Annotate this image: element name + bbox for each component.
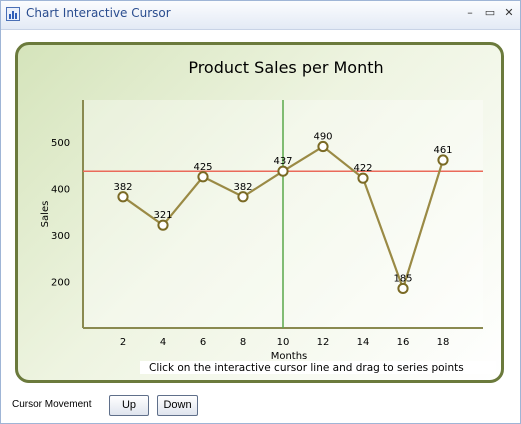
y-tick-label: 200 bbox=[51, 277, 70, 288]
data-label: 437 bbox=[273, 156, 292, 167]
data-point[interactable] bbox=[197, 171, 209, 183]
x-tick-label: 18 bbox=[437, 337, 450, 348]
hint-background bbox=[140, 361, 496, 374]
data-label: 490 bbox=[313, 132, 332, 143]
data-label: 382 bbox=[113, 182, 132, 193]
maximize-button[interactable]: ▭ bbox=[484, 6, 496, 19]
x-tick-label: 4 bbox=[160, 337, 166, 348]
x-tick-label: 6 bbox=[200, 337, 206, 348]
data-point[interactable] bbox=[157, 219, 169, 231]
x-tick-label: 2 bbox=[120, 337, 126, 348]
data-label: 461 bbox=[433, 145, 452, 156]
x-tick-label: 12 bbox=[317, 337, 330, 348]
x-axis-label: Months bbox=[271, 351, 308, 362]
data-point[interactable] bbox=[277, 165, 289, 177]
data-label: 425 bbox=[193, 162, 212, 173]
y-axis-label: Sales bbox=[40, 201, 51, 228]
sales-chart[interactable]: Product Sales per Month 200 300 400 500 2 4 6 8 1… bbox=[18, 45, 501, 380]
data-label: 185 bbox=[393, 273, 412, 284]
y-tick-label: 500 bbox=[51, 138, 70, 149]
data-point[interactable] bbox=[117, 191, 129, 203]
title-bar[interactable]: Chart Interactive Cursor – ▭ ✕ bbox=[1, 1, 520, 30]
x-tick-label: 8 bbox=[240, 337, 246, 348]
y-tick-label: 400 bbox=[51, 184, 70, 195]
cursor-down-button[interactable]: Down bbox=[157, 395, 198, 416]
x-tick-label: 14 bbox=[357, 337, 370, 348]
data-point[interactable] bbox=[397, 282, 409, 295]
data-label: 422 bbox=[353, 163, 372, 174]
cursor-movement-toolbar: Cursor Movement Up Down bbox=[1, 393, 521, 421]
data-point[interactable] bbox=[317, 140, 329, 153]
x-tick-label: 10 bbox=[277, 337, 290, 348]
cursor-hint-text: Click on the interactive cursor line and… bbox=[149, 362, 464, 374]
cursor-movement-label: Cursor Movement bbox=[12, 399, 92, 410]
data-point[interactable] bbox=[437, 154, 449, 166]
data-point[interactable] bbox=[357, 172, 369, 184]
cursor-up-button[interactable]: Up bbox=[109, 395, 149, 416]
x-tick-label: 16 bbox=[397, 337, 410, 348]
window-title: Chart Interactive Cursor bbox=[26, 6, 171, 20]
data-point[interactable] bbox=[237, 191, 249, 203]
close-button[interactable]: ✕ bbox=[504, 6, 514, 19]
data-label: 321 bbox=[153, 210, 172, 221]
chart-panel: Product Sales per Month 200 300 400 500 2 4 6 8 1… bbox=[15, 42, 504, 383]
chart-app-icon bbox=[6, 7, 20, 21]
chart-title: Product Sales per Month bbox=[188, 58, 383, 77]
y-tick-label: 300 bbox=[51, 231, 70, 242]
minimize-button[interactable]: – bbox=[467, 6, 473, 19]
data-label: 382 bbox=[233, 182, 252, 193]
